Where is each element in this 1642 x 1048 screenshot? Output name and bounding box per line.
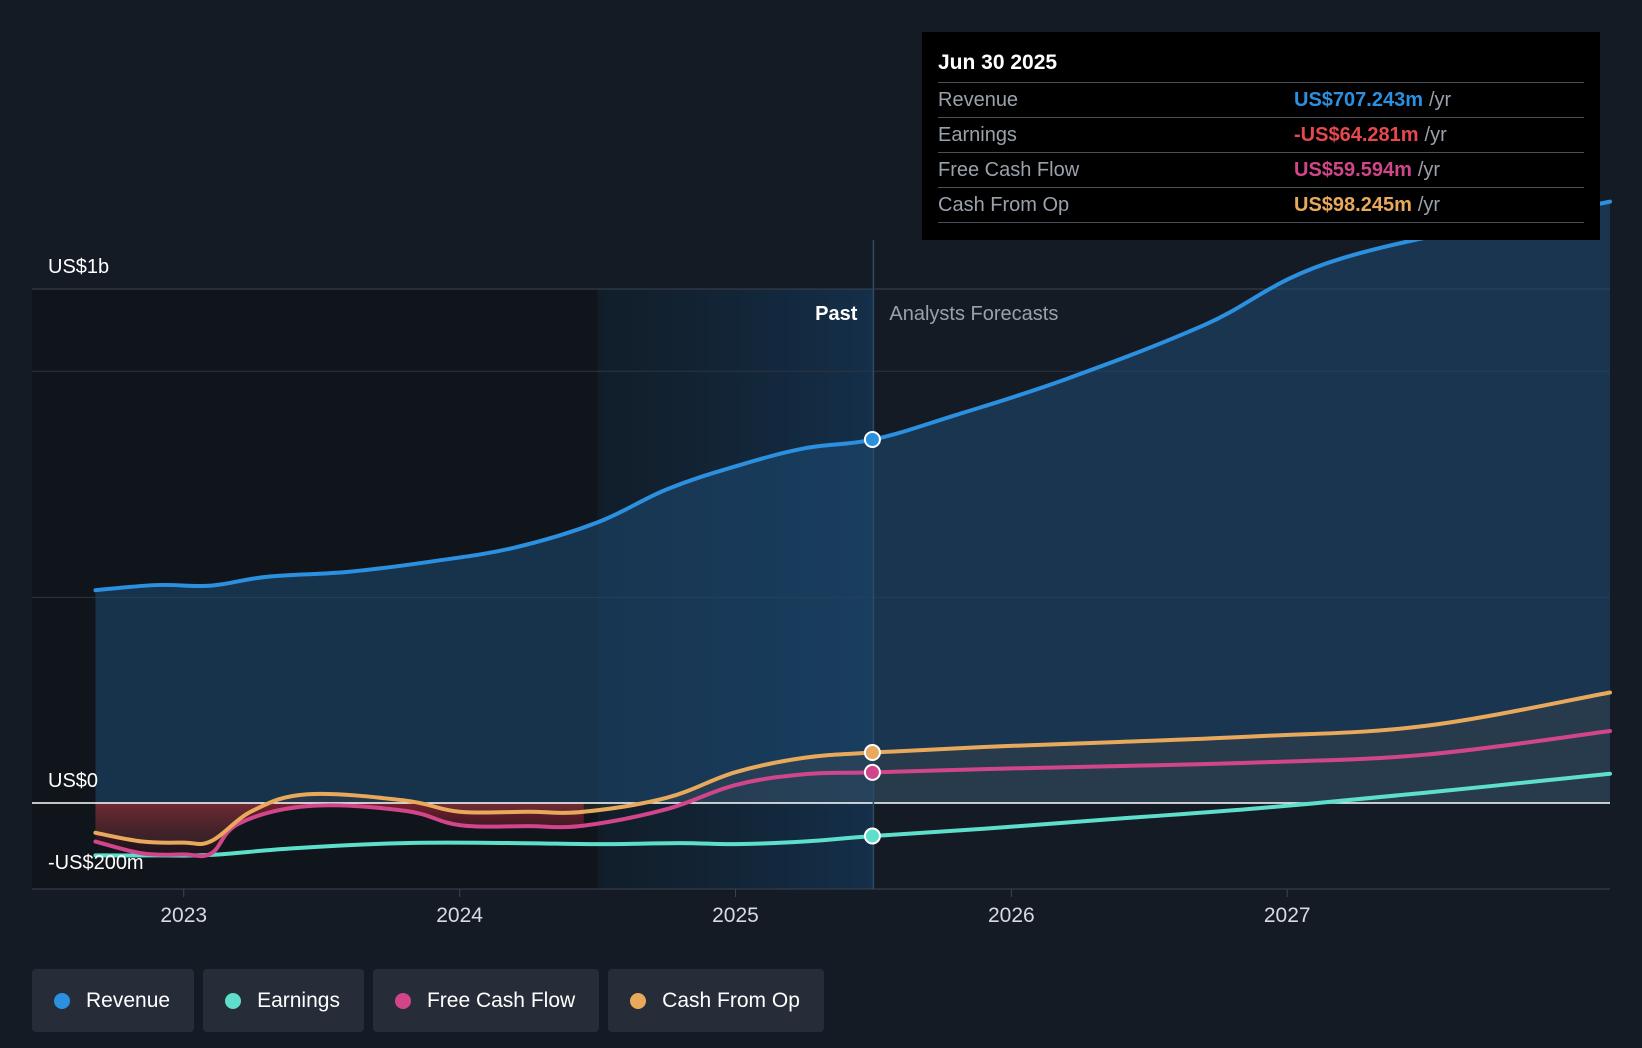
x-tick-label: 2026 <box>988 904 1035 927</box>
tooltip-value-cash-from-op: US$98.245m/yr <box>1294 194 1441 216</box>
data-tooltip: Jun 30 2025 Revenue US$707.243m/yr Earni… <box>922 32 1600 240</box>
tooltip-label: Revenue <box>938 89 1019 111</box>
revenue-marker <box>863 430 881 448</box>
cash-from-op-line <box>93 690 1612 847</box>
negative-area <box>95 803 584 857</box>
cash-from-op-marker <box>863 744 881 762</box>
y-axis-label: US$0 <box>48 770 98 792</box>
legend-dot-icon <box>54 992 70 1009</box>
legend-label: Revenue <box>86 988 171 1012</box>
legend-dot-icon <box>394 992 411 1009</box>
cash-from-op-area <box>95 692 1610 845</box>
legend-label: Earnings <box>257 988 340 1012</box>
tooltip-value-revenue: US$707.243m/yr <box>1294 89 1452 111</box>
tooltip-date: Jun 30 2025 <box>938 48 1584 83</box>
tooltip-label: Cash From Op <box>938 194 1070 216</box>
tooltip-label: Earnings <box>938 124 1017 146</box>
y-axis-label: US$1b <box>48 256 109 278</box>
legend-item-revenue[interactable]: Revenue <box>32 969 195 1032</box>
x-tick-label: 2025 <box>712 904 759 927</box>
tooltip-label: Free Cash Flow <box>938 159 1080 181</box>
earnings-marker <box>863 827 881 845</box>
legend-label: Free Cash Flow <box>426 988 576 1012</box>
x-tick-label: 2023 <box>160 904 207 927</box>
legend-dot-icon <box>225 992 242 1009</box>
tooltip-row-earnings: Earnings -US$64.281m/yr <box>938 118 1584 153</box>
tooltip-row-revenue: Revenue US$707.243m/yr <box>938 83 1584 118</box>
forecast-label: Analysts Forecasts <box>889 303 1058 325</box>
legend-label: Cash From Op <box>662 988 800 1012</box>
tooltip-row-cash-from-op: Cash From Op US$98.245m/yr <box>938 188 1584 223</box>
free-cash-flow-line <box>93 729 1612 859</box>
y-axis-label: -US$200m <box>48 852 144 874</box>
revenue-line <box>93 199 1612 593</box>
x-tick-label: 2027 <box>1264 904 1311 927</box>
past-label: Past <box>815 303 858 325</box>
chart-legend: Revenue Earnings Free Cash Flow Cash Fro… <box>32 969 824 1032</box>
tooltip-value-earnings: -US$64.281m/yr <box>1294 124 1447 146</box>
earnings-line <box>93 771 1612 858</box>
legend-dot-icon <box>630 992 647 1009</box>
tooltip-value-free-cash-flow: US$59.594m/yr <box>1294 159 1441 181</box>
free-cash-flow-marker <box>863 763 881 781</box>
legend-item-earnings[interactable]: Earnings <box>203 969 364 1032</box>
x-tick-label: 2024 <box>436 904 483 927</box>
legend-item-cash-from-op[interactable]: Cash From Op <box>608 969 824 1032</box>
tooltip-row-free-cash-flow: Free Cash Flow US$59.594m/yr <box>938 153 1584 188</box>
legend-item-free-cash-flow[interactable]: Free Cash Flow <box>372 969 600 1032</box>
revenue-area <box>95 201 1610 803</box>
